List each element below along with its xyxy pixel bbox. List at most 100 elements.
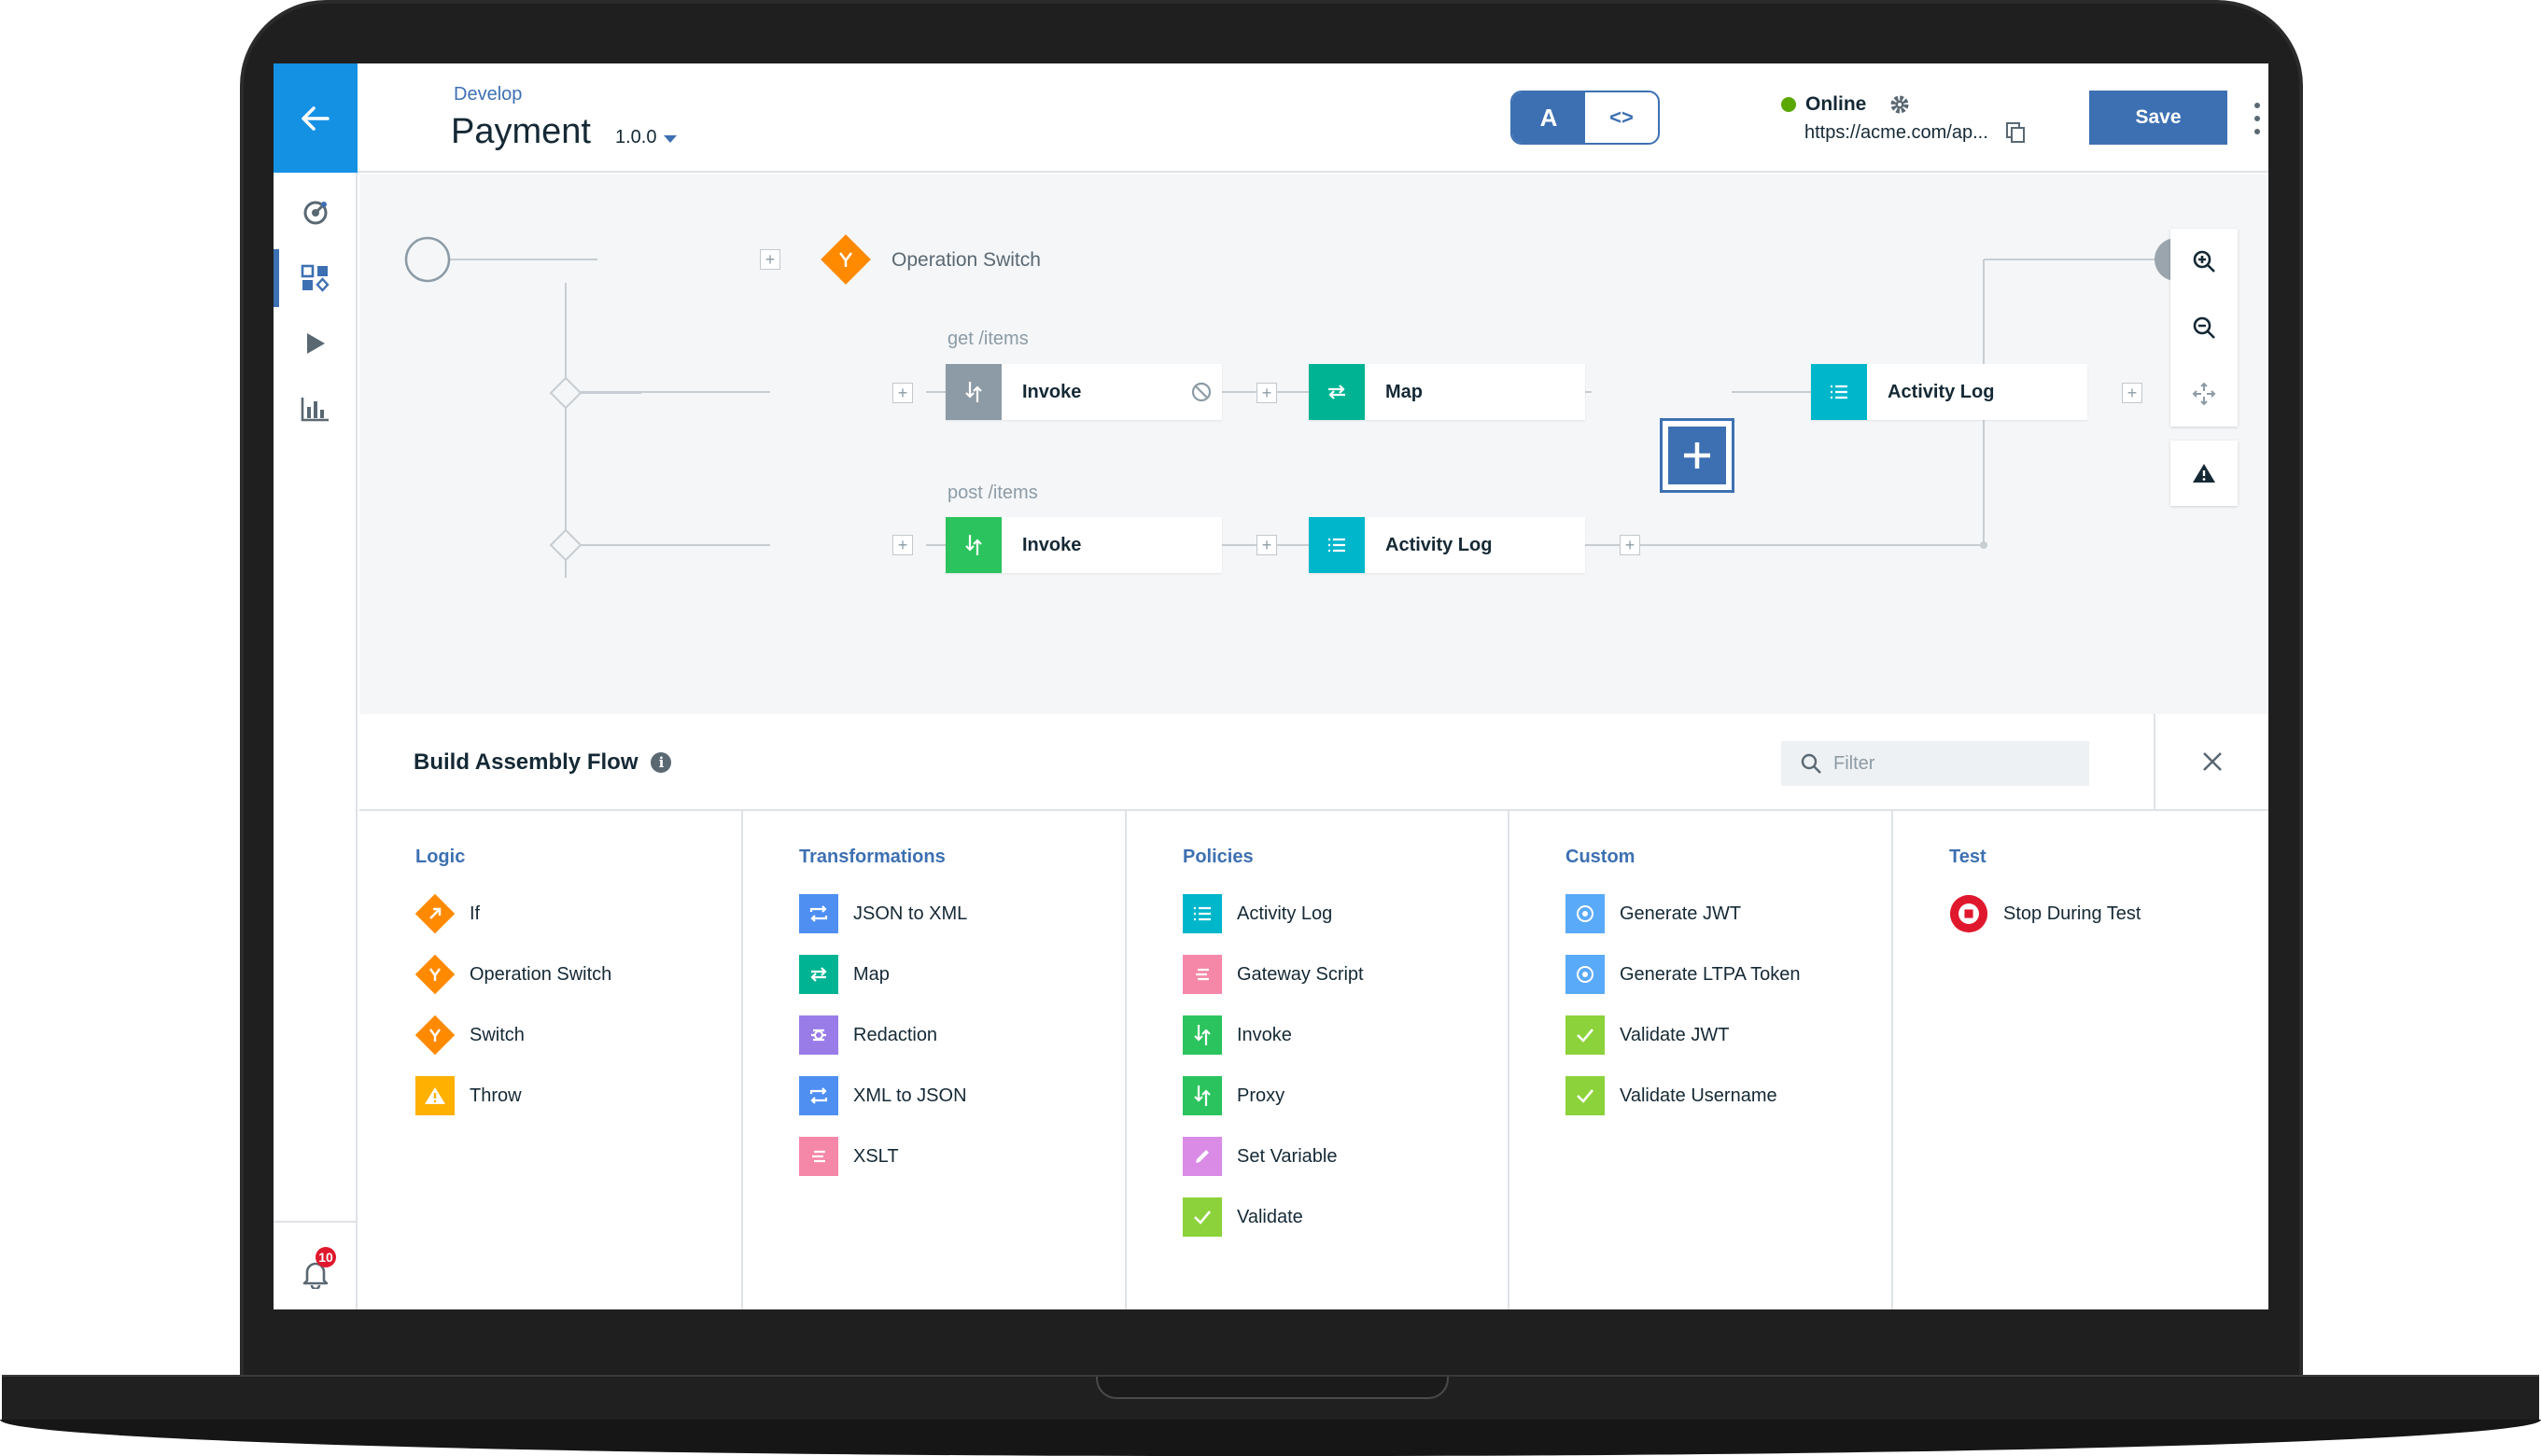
design-view-button[interactable]: A	[1512, 92, 1585, 143]
info-icon[interactable]: i	[651, 752, 672, 773]
palette-item-label: Activity Log	[1237, 903, 1333, 924]
activity-log-node[interactable]: Activity Log	[1309, 517, 1585, 573]
palette-item-validate-username[interactable]: Validate Username	[1565, 1075, 1777, 1116]
rail-run-button[interactable]	[274, 311, 358, 376]
rail-assemble-button[interactable]	[274, 245, 358, 311]
breadcrumb[interactable]: Develop	[454, 84, 523, 105]
activity-log-icon	[1309, 517, 1365, 573]
palette-item-xslt[interactable]: XSLT	[799, 1136, 899, 1177]
map-node-label: Map	[1385, 381, 1423, 402]
map-node[interactable]: Map	[1309, 364, 1585, 420]
palette-item-gateway-script[interactable]: Gateway Script	[1183, 954, 1364, 995]
page-title: Payment	[451, 112, 591, 151]
invoke-node-label: Invoke	[1022, 534, 1082, 555]
palette-column-transformations: Transformations JSON to XML Map Redactio…	[743, 811, 1127, 1309]
left-rail: 10	[274, 63, 358, 1309]
palette-item-proxy[interactable]: Proxy	[1183, 1075, 1285, 1116]
add-step-button[interactable]: +	[760, 249, 780, 270]
palette-title: Build Assembly Flow i	[414, 749, 672, 776]
stop-icon	[1949, 894, 1988, 933]
laptop-notch	[1096, 1377, 1449, 1399]
palette-item-generate-ltpa-token[interactable]: Generate LTPA Token	[1565, 954, 1800, 995]
gear-icon[interactable]	[1888, 93, 1911, 116]
notifications-button[interactable]: 10	[274, 1241, 358, 1307]
version-select[interactable]: 1.0.0	[615, 127, 678, 148]
assembly-canvas[interactable]: + + Operation Switch get /items post /it…	[359, 175, 2268, 742]
disabled-icon[interactable]	[1190, 381, 1213, 403]
proxy-icon	[1183, 1076, 1222, 1115]
palette-item-activity-log[interactable]: Activity Log	[1183, 893, 1332, 934]
if-icon	[414, 893, 456, 934]
gateway-status: Online	[1781, 93, 1911, 116]
palette-item-invoke[interactable]: Invoke	[1183, 1015, 1292, 1056]
fit-to-screen-button[interactable]	[2170, 361, 2238, 427]
operation-switch-icon	[414, 954, 456, 995]
palette-item-json-to-xml[interactable]: JSON to XML	[799, 893, 967, 934]
app-screen: 10 Develop Payment 1.0.0 A <> Online htt…	[274, 63, 2268, 1309]
target-icon	[1565, 894, 1605, 933]
palette-item-label: Validate JWT	[1620, 1024, 1730, 1045]
rail-gauge-button[interactable]	[274, 180, 358, 245]
invoke-node[interactable]: Invoke	[946, 364, 1222, 420]
source-view-button[interactable]: <>	[1585, 92, 1658, 143]
palette-item-map[interactable]: Map	[799, 954, 890, 995]
script-icon	[799, 1137, 838, 1176]
palette-item-label: Generate LTPA Token	[1620, 963, 1801, 985]
palette-item-validate-jwt[interactable]: Validate JWT	[1565, 1015, 1729, 1056]
palette-item-label: Map	[853, 963, 890, 985]
kebab-dot	[2254, 116, 2260, 121]
zoom-controls	[2170, 229, 2238, 427]
palette-item-operation-switch[interactable]: Operation Switch	[414, 954, 612, 995]
view-toggle: A <>	[1510, 91, 1660, 145]
zoom-out-button[interactable]	[2170, 295, 2238, 360]
palette-item-label: Invoke	[1237, 1024, 1292, 1045]
page-header: Develop Payment 1.0.0 A <> Online https:…	[358, 63, 2268, 173]
activity-log-node-label: Activity Log	[1888, 381, 1995, 402]
palette-item-stop-during-test[interactable]: Stop During Test	[1949, 893, 2141, 934]
palette-item-throw[interactable]: Throw	[415, 1075, 522, 1116]
add-step-button[interactable]: +	[1256, 535, 1277, 555]
palette-item-label: Switch	[470, 1024, 525, 1045]
add-step-button[interactable]: +	[1620, 535, 1640, 555]
save-button[interactable]: Save	[2089, 91, 2227, 145]
redaction-icon	[799, 1015, 838, 1055]
column-title: Transformations	[799, 847, 946, 867]
palette-column-policies: Policies Activity Log Gateway Script Inv…	[1127, 811, 1509, 1309]
activity-log-icon	[1183, 894, 1222, 933]
close-palette-button[interactable]	[2154, 714, 2268, 809]
palette-item-switch[interactable]: Switch	[414, 1015, 525, 1056]
add-step-button[interactable]: +	[1256, 383, 1277, 403]
palette-item-redaction[interactable]: Redaction	[799, 1015, 937, 1056]
invoke-node[interactable]: Invoke	[946, 517, 1222, 573]
palette-item-validate[interactable]: Validate	[1183, 1197, 1303, 1238]
palette-item-xml-to-json[interactable]: XML to JSON	[799, 1075, 967, 1116]
bar-chart-icon	[301, 398, 329, 422]
zoom-in-button[interactable]	[2170, 229, 2238, 294]
palette-column-test: Test Stop During Test	[1893, 811, 2268, 1309]
palette-column-logic: Logic If Operation Switch Switch Throw	[359, 811, 743, 1309]
script-icon	[1183, 955, 1222, 994]
palette-item-label: Validate	[1237, 1206, 1303, 1227]
close-icon	[2202, 752, 2222, 771]
add-step-button[interactable]: +	[892, 383, 913, 403]
map-icon	[799, 955, 838, 994]
rail-divider	[274, 1221, 358, 1223]
palette-item-if[interactable]: If	[414, 893, 480, 934]
insert-step-button[interactable]	[1660, 418, 1734, 493]
warnings-button[interactable]	[2170, 441, 2238, 506]
add-step-button[interactable]: +	[892, 535, 913, 555]
palette-item-set-variable[interactable]: Set Variable	[1183, 1136, 1337, 1177]
palette-item-label: Stop During Test	[2003, 903, 2141, 924]
back-button[interactable]	[274, 63, 358, 173]
add-step-button[interactable]: +	[2122, 383, 2142, 403]
palette-item-label: Operation Switch	[470, 963, 612, 985]
online-status-dot	[1781, 97, 1796, 112]
checkmark-icon	[1565, 1076, 1605, 1115]
filter-input[interactable]	[1833, 752, 2067, 775]
overflow-menu-button[interactable]	[2248, 103, 2267, 134]
activity-log-node[interactable]: Activity Log	[1811, 364, 2087, 420]
copy-icon[interactable]	[2005, 121, 2026, 144]
rail-analytics-button[interactable]	[274, 376, 358, 441]
palette-item-generate-jwt[interactable]: Generate JWT	[1565, 893, 1741, 934]
checkmark-icon	[1565, 1015, 1605, 1055]
